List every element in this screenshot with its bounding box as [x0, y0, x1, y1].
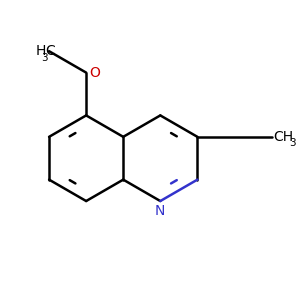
Text: 3: 3: [289, 138, 296, 148]
Text: C: C: [45, 44, 55, 58]
Text: N: N: [155, 204, 166, 218]
Text: H: H: [35, 44, 46, 58]
Text: O: O: [89, 66, 100, 80]
Text: 3: 3: [41, 53, 47, 63]
Text: CH: CH: [273, 130, 293, 144]
